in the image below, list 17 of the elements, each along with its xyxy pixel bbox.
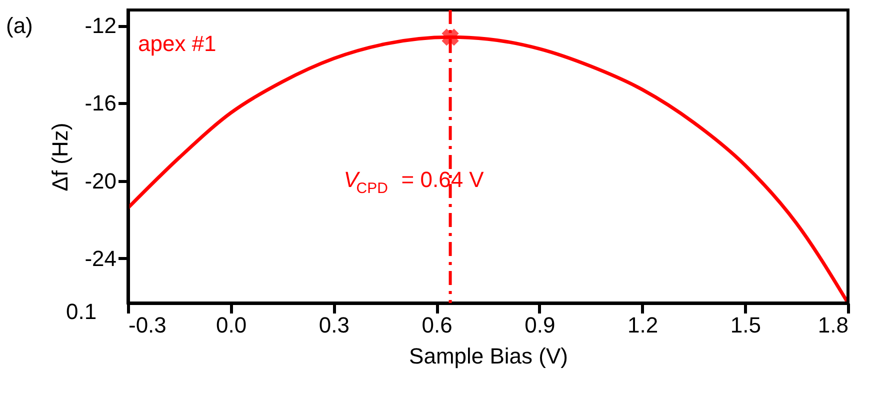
x-tick-label: 1.8 <box>818 312 848 338</box>
x-axis-title: Sample Bias (V) <box>409 344 568 368</box>
x-tick-label: 0.0 <box>216 312 247 338</box>
y-tick-label: -12 <box>84 13 116 38</box>
y-tick-label: -20 <box>84 168 116 194</box>
annotation: apex #1 <box>138 31 216 56</box>
x-tick-label: -0.3 <box>128 312 166 338</box>
x-tick-label: 0.3 <box>318 312 350 338</box>
y-tick-label: -24 <box>84 246 116 271</box>
x-tick-label: 1.5 <box>730 312 761 338</box>
text: (a) <box>6 13 33 38</box>
y-axis-title: Δf (Hz) <box>48 122 73 192</box>
x-tick-label: 0.6 <box>422 312 452 338</box>
x-tick-label: 1.2 <box>627 312 658 338</box>
text: 0.1 <box>66 299 97 324</box>
y-tick-label: -16 <box>84 90 116 116</box>
x-tick-label: 0.9 <box>524 312 556 338</box>
